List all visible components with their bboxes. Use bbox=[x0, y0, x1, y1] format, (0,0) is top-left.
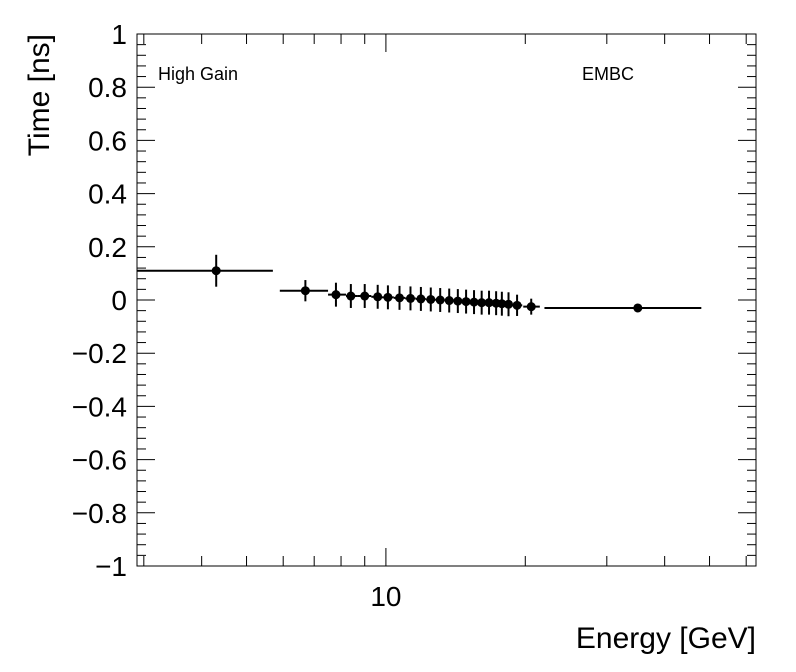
x-tick-labels: 10 bbox=[370, 581, 401, 612]
data-point bbox=[425, 287, 436, 312]
point-marker bbox=[300, 286, 310, 296]
y-tick-label: 1 bbox=[111, 19, 127, 50]
data-point bbox=[469, 290, 479, 315]
point-marker bbox=[331, 290, 341, 300]
point-marker bbox=[373, 292, 383, 302]
y-tick-label: 0.2 bbox=[88, 232, 127, 263]
annotation-gain: High Gain bbox=[158, 64, 238, 84]
point-marker bbox=[346, 291, 356, 301]
y-tick-label: 0 bbox=[111, 285, 127, 316]
y-tick-label: −0.4 bbox=[72, 391, 127, 422]
x-axis-label: Energy [GeV] bbox=[576, 622, 756, 655]
data-point bbox=[544, 303, 702, 313]
point-marker bbox=[469, 297, 479, 307]
y-tick-label: 0.8 bbox=[88, 72, 127, 103]
y-tick-label: −0.8 bbox=[72, 498, 127, 529]
point-marker bbox=[484, 298, 494, 308]
data-point bbox=[511, 294, 523, 316]
point-marker bbox=[383, 292, 393, 302]
data-point bbox=[381, 285, 394, 310]
data-point bbox=[523, 298, 540, 315]
plot-frame bbox=[136, 33, 757, 567]
point-marker bbox=[461, 297, 471, 307]
point-marker bbox=[405, 293, 415, 303]
y-tick-label: −1 bbox=[95, 551, 127, 582]
data-point bbox=[357, 284, 372, 308]
data-point bbox=[405, 286, 416, 311]
data-point bbox=[484, 290, 494, 315]
data-point bbox=[435, 288, 445, 312]
annotation-region: EMBC bbox=[582, 64, 634, 84]
data-point bbox=[453, 289, 463, 314]
data-point bbox=[477, 290, 487, 315]
point-marker bbox=[477, 298, 487, 308]
point-marker bbox=[416, 294, 426, 304]
point-marker bbox=[504, 299, 514, 309]
data-point bbox=[137, 254, 273, 287]
y-tick-labels: −1 −0.8 −0.6 −0.4 −0.2 0 0.2 0.4 0.6 0.8 1 bbox=[72, 19, 127, 582]
point-marker bbox=[526, 302, 536, 312]
y-axis-label: Time [ns] bbox=[23, 34, 56, 156]
point-marker bbox=[426, 294, 436, 304]
point-marker bbox=[512, 300, 522, 310]
point-marker bbox=[497, 299, 507, 309]
y-tick-label: 0.6 bbox=[88, 125, 127, 156]
data-point bbox=[415, 286, 426, 311]
data-points bbox=[137, 254, 702, 317]
x-tick-label: 10 bbox=[370, 581, 401, 612]
point-marker bbox=[435, 295, 445, 305]
y-tick-label: −0.6 bbox=[72, 445, 127, 476]
data-point bbox=[346, 284, 358, 308]
y-tick-label: 0.4 bbox=[88, 179, 127, 210]
data-point bbox=[461, 289, 471, 314]
data-point bbox=[444, 288, 454, 313]
point-marker bbox=[211, 266, 221, 276]
point-marker bbox=[360, 291, 370, 301]
y-tick-label: −0.2 bbox=[72, 338, 127, 369]
data-point bbox=[279, 280, 329, 302]
data-point bbox=[328, 282, 347, 307]
data-point bbox=[371, 284, 383, 309]
point-marker bbox=[444, 296, 454, 306]
data-point bbox=[393, 285, 406, 310]
point-marker bbox=[395, 293, 405, 303]
data-point bbox=[504, 292, 514, 317]
point-marker bbox=[633, 303, 643, 313]
point-marker bbox=[453, 296, 463, 306]
